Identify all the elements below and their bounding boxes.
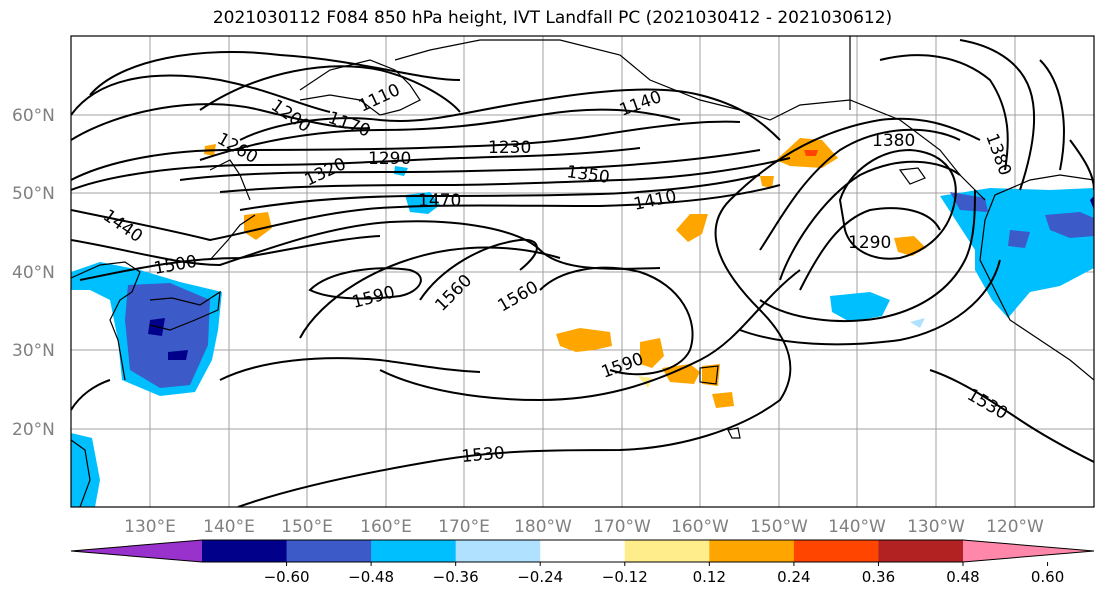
- colorbar-segment: [709, 540, 795, 562]
- lat-label: 60°N: [12, 106, 55, 126]
- colorbar-tick-label: −0.60: [264, 568, 310, 586]
- latitude-labels: 60°N 50°N 40°N 30°N 20°N: [12, 106, 55, 440]
- lon-label: 130°W: [907, 517, 965, 537]
- colorbar-tick-label: −0.36: [433, 568, 479, 586]
- lon-label: 140°W: [828, 517, 886, 537]
- colorbar-tick-label: −0.48: [348, 568, 394, 586]
- longitude-labels: 130°E 140°E 150°E 160°E 170°E 180°W 170°…: [124, 517, 1044, 537]
- colorbar-segment: [624, 540, 710, 562]
- contour-label: 1560: [495, 277, 542, 316]
- contour-label: 1500: [152, 252, 198, 279]
- colorbar-segment: [202, 540, 288, 562]
- contour-label: 1530: [964, 385, 1011, 424]
- colorbar-tick-label: 0.60: [1031, 568, 1064, 586]
- lon-label: 180°W: [514, 517, 572, 537]
- lat-label: 20°N: [12, 420, 55, 440]
- lon-label: 170°W: [593, 517, 651, 537]
- contour-label: 1530: [461, 443, 506, 467]
- lon-label: 170°E: [438, 517, 490, 537]
- colorbar-tick-label: 0.24: [777, 568, 810, 586]
- contour-label: 1290: [368, 149, 411, 169]
- ivt-negative-shading: [71, 166, 1094, 507]
- colorbar-tick-label: 0.36: [862, 568, 895, 586]
- contour-label: 1590: [350, 282, 397, 313]
- lon-label: 140°E: [203, 517, 255, 537]
- colorbar-segment: [286, 540, 372, 562]
- colorbar-extension-low: [71, 540, 202, 562]
- lat-label: 50°N: [12, 184, 55, 204]
- map-title: 2021030112 F084 850 hPa height, IVT Land…: [212, 8, 893, 28]
- contour-label: 1440: [99, 206, 146, 247]
- colorbar-outline: [70, 539, 1095, 563]
- contour-label: 1410: [632, 186, 678, 215]
- colorbar-tick-label: −0.12: [602, 568, 648, 586]
- lon-label: 160°E: [360, 517, 412, 537]
- colorbar-tick-label: −0.24: [517, 568, 563, 586]
- colorbar-extension-high: [963, 540, 1094, 562]
- contour-label: 1290: [848, 233, 891, 253]
- contour-label: 1590: [599, 349, 646, 383]
- contour-label: 1470: [418, 191, 461, 211]
- lat-label: 30°N: [12, 341, 55, 361]
- contour-label: 1380: [872, 131, 915, 151]
- colorbar-tick-label: 0.12: [693, 568, 726, 586]
- gridlines: [71, 36, 1094, 507]
- lon-label: 160°W: [671, 517, 729, 537]
- colorbar-segment: [455, 540, 541, 562]
- colorbar: −0.60 −0.48 −0.36 −0.24 −0.12 0.12 0.24 0.36 0.4…: [70, 539, 1095, 586]
- contour-label: 1380: [981, 131, 1015, 178]
- colorbar-segment: [878, 540, 964, 562]
- lon-label: 150°W: [750, 517, 808, 537]
- lon-label: 120°W: [986, 517, 1044, 537]
- contour-label: 1230: [488, 138, 531, 158]
- colorbar-segment: [540, 540, 626, 562]
- lon-label: 130°E: [124, 517, 176, 537]
- height-contours: [71, 39, 1094, 507]
- colorbar-tick-label: 0.48: [946, 568, 979, 586]
- colorbar-segment: [793, 540, 879, 562]
- map-frame: [70, 35, 1095, 508]
- lon-label: 150°E: [281, 517, 333, 537]
- colorbar-segment: [371, 540, 457, 562]
- lat-label: 40°N: [12, 263, 55, 283]
- contour-labels: 1110 1170 1200 1260 1140 1230 1290 1320 …: [99, 80, 1015, 467]
